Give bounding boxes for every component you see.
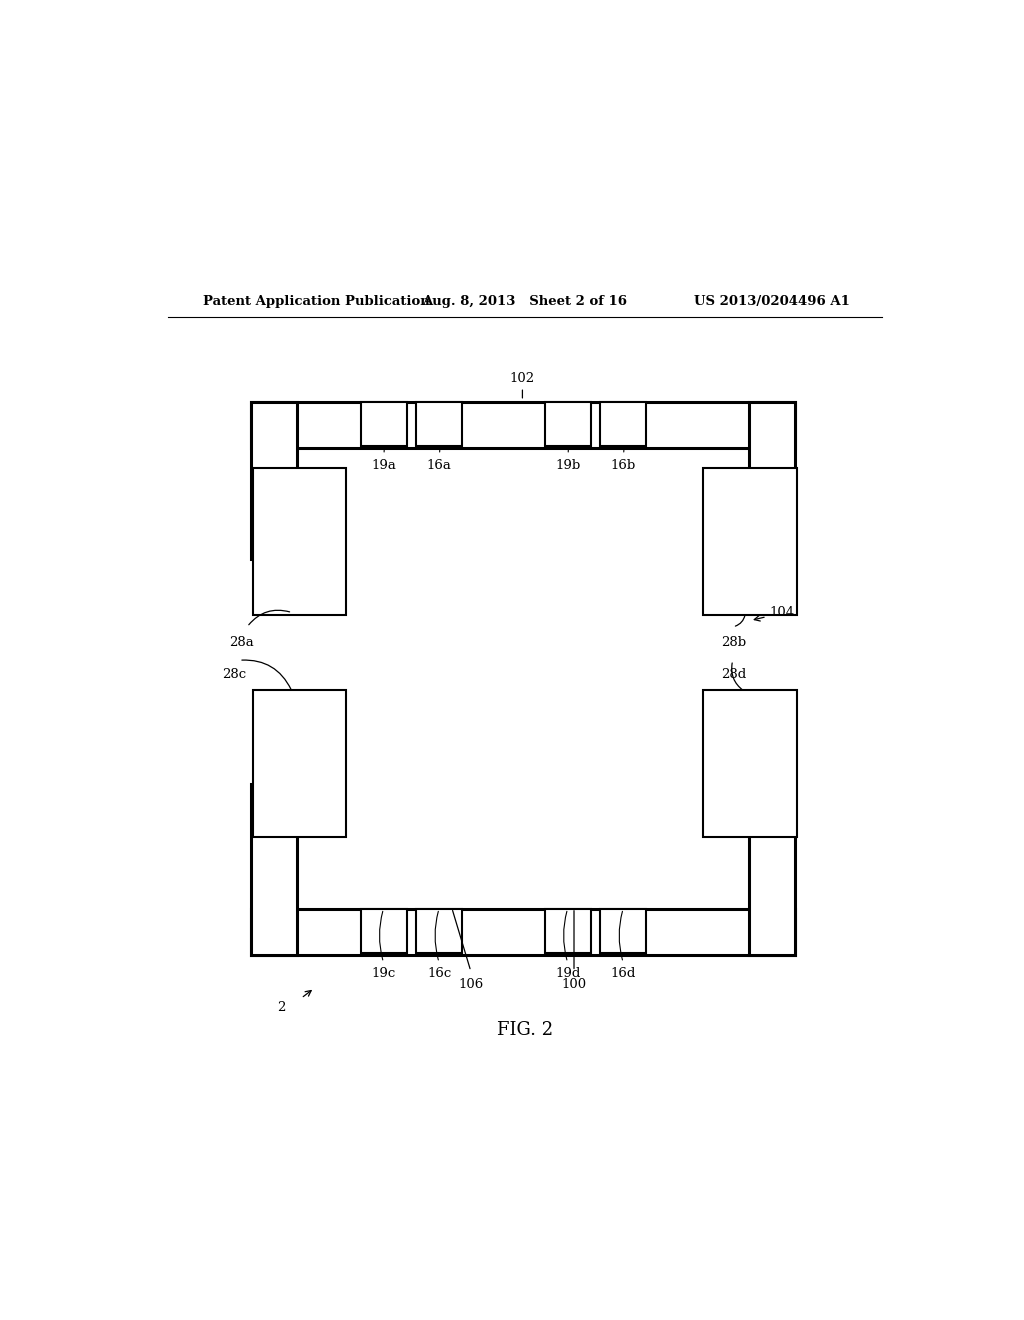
Bar xyxy=(600,401,646,446)
Text: 19c: 19c xyxy=(372,966,395,979)
Text: 16c: 16c xyxy=(427,966,452,979)
Bar xyxy=(600,908,646,953)
Text: 104: 104 xyxy=(769,606,795,619)
Text: 2: 2 xyxy=(276,1002,286,1015)
Bar xyxy=(251,403,795,449)
Bar xyxy=(703,690,797,837)
Text: 19b: 19b xyxy=(555,458,581,471)
Text: Aug. 8, 2013   Sheet 2 of 16: Aug. 8, 2013 Sheet 2 of 16 xyxy=(422,296,628,308)
Bar xyxy=(703,469,797,615)
Bar xyxy=(251,403,297,560)
Bar xyxy=(251,784,297,954)
Bar xyxy=(416,908,462,953)
Bar xyxy=(360,908,407,953)
Bar xyxy=(251,908,795,954)
Text: FIG. 2: FIG. 2 xyxy=(497,1022,553,1039)
Text: 28a: 28a xyxy=(229,636,254,649)
Text: 100: 100 xyxy=(561,978,587,991)
Text: 19a: 19a xyxy=(371,458,396,471)
Bar xyxy=(545,401,591,446)
Text: US 2013/0204496 A1: US 2013/0204496 A1 xyxy=(694,296,850,308)
Text: 16a: 16a xyxy=(427,458,452,471)
Text: 28c: 28c xyxy=(221,668,246,681)
Bar xyxy=(360,401,407,446)
Bar xyxy=(416,401,462,446)
Text: 16d: 16d xyxy=(610,966,636,979)
Text: Patent Application Publication: Patent Application Publication xyxy=(204,296,430,308)
Text: 28b: 28b xyxy=(722,636,746,649)
Bar xyxy=(253,690,346,837)
Bar xyxy=(749,784,795,954)
Text: 102: 102 xyxy=(510,372,535,385)
Text: 16b: 16b xyxy=(610,458,636,471)
Text: 28d: 28d xyxy=(722,668,746,681)
Text: 106: 106 xyxy=(458,978,483,991)
Bar xyxy=(253,469,346,615)
Bar xyxy=(545,908,591,953)
Text: 19d: 19d xyxy=(555,966,581,979)
Bar xyxy=(749,403,795,560)
